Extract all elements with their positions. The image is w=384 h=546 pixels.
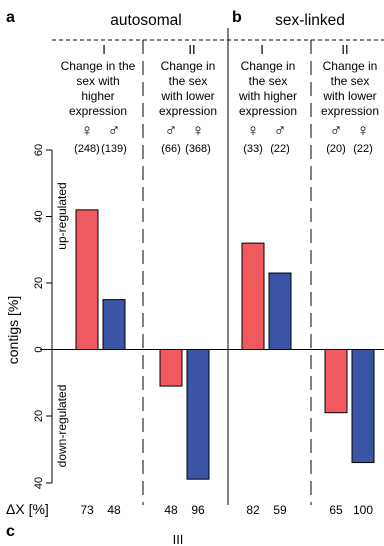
group-line: the sex xyxy=(169,74,208,88)
bar xyxy=(159,349,183,387)
y-tick-label: 20 xyxy=(33,410,45,422)
y-tick-label: 20 xyxy=(33,277,45,289)
count-label: (20) xyxy=(326,143,346,155)
roman-II-sex-linked: II xyxy=(341,42,348,57)
count-label: (66) xyxy=(161,143,181,155)
sex-symbol: ♀ xyxy=(247,121,260,140)
panel-label-a: a xyxy=(6,9,15,26)
roman-II-autosomal: II xyxy=(188,42,195,57)
delta-x-value: 82 xyxy=(246,503,260,517)
group-line: Change in xyxy=(323,59,378,73)
delta-x-label: ΔX [%] xyxy=(6,501,49,517)
group-line: expression xyxy=(69,104,127,118)
y-tick-marks xyxy=(46,149,52,484)
y-tick-label: 40 xyxy=(33,477,45,489)
group-line: expression xyxy=(239,104,297,118)
bar xyxy=(351,349,375,464)
group-line: with lower xyxy=(322,89,376,103)
count-label: (248) xyxy=(74,143,100,155)
bars xyxy=(75,209,375,480)
sex-symbol: ♀ xyxy=(81,121,94,140)
sex-symbol: ♂ xyxy=(330,121,343,140)
up-regulated-label: up-regulated xyxy=(55,182,69,249)
sex-symbol: ♂ xyxy=(165,121,178,140)
down-regulated-label: down-regulated xyxy=(55,385,69,468)
sex-symbol: ♂ xyxy=(108,121,121,140)
group-line: Change in xyxy=(241,59,296,73)
count-label: (139) xyxy=(101,143,127,155)
count-label: (22) xyxy=(353,143,373,155)
group-line: with lower xyxy=(160,89,214,103)
delta-x-value: 65 xyxy=(329,503,343,517)
sex-symbol: ♂ xyxy=(274,121,287,140)
y-axis-title: contigs [%] xyxy=(5,296,21,364)
y-tick-label: 0 xyxy=(33,346,45,352)
delta-x-value: 100 xyxy=(353,503,373,517)
roman-I-autosomal: I xyxy=(102,42,106,57)
bar xyxy=(186,349,210,480)
sex-symbol: ♀ xyxy=(192,121,205,140)
group-line: expression xyxy=(321,104,379,118)
y-tick-label: 60 xyxy=(33,144,45,156)
group-line: with higher xyxy=(238,89,297,103)
y-tick-label: 40 xyxy=(33,210,45,222)
delta-x-value: 59 xyxy=(273,503,287,517)
delta-x-value: 96 xyxy=(191,503,205,517)
sex-symbol: ♀ xyxy=(357,121,370,140)
section-sex-linked: sex-linked xyxy=(275,12,345,29)
panel-label-c: c xyxy=(6,523,15,540)
bar xyxy=(241,242,265,351)
roman-III: III xyxy=(173,532,184,546)
count-label: (33) xyxy=(243,143,263,155)
group-label-lower-sex-linked: Change in the sex with lower expression xyxy=(321,59,379,118)
group-label-higher-sex-linked: Change in the sex with higher expression xyxy=(238,59,297,118)
sex-labels: ♀ (248) ♂ (139) ♂ (66) ♀ (368) ♀ (33) ♂ (22) ♂ (20) ♀ (… xyxy=(74,121,373,155)
count-label: (368) xyxy=(185,143,211,155)
bar xyxy=(324,349,348,414)
group-line: Change in xyxy=(161,59,216,73)
delta-x-values: 73 48 48 96 82 59 65 100 xyxy=(80,503,373,517)
group-line: the sex xyxy=(331,74,370,88)
group-line: Change in the xyxy=(61,59,136,73)
group-line: the sex xyxy=(249,74,288,88)
group-line: sex with xyxy=(76,74,119,88)
bar xyxy=(75,209,99,350)
delta-x-value: 48 xyxy=(107,503,121,517)
bar xyxy=(102,299,126,350)
section-autosomal: autosomal xyxy=(110,12,182,29)
count-label: (22) xyxy=(270,143,290,155)
group-line: expression xyxy=(159,104,217,118)
group-line: higher xyxy=(81,89,114,103)
panel-label-b: b xyxy=(232,9,242,26)
delta-x-value: 73 xyxy=(80,503,94,517)
bar xyxy=(268,272,292,350)
roman-I-sex-linked: I xyxy=(260,42,264,57)
group-label-higher-autosomal: Change in the sex with higher expression xyxy=(61,59,136,118)
group-label-lower-autosomal: Change in the sex with lower expression xyxy=(159,59,217,118)
delta-x-value: 48 xyxy=(164,503,178,517)
